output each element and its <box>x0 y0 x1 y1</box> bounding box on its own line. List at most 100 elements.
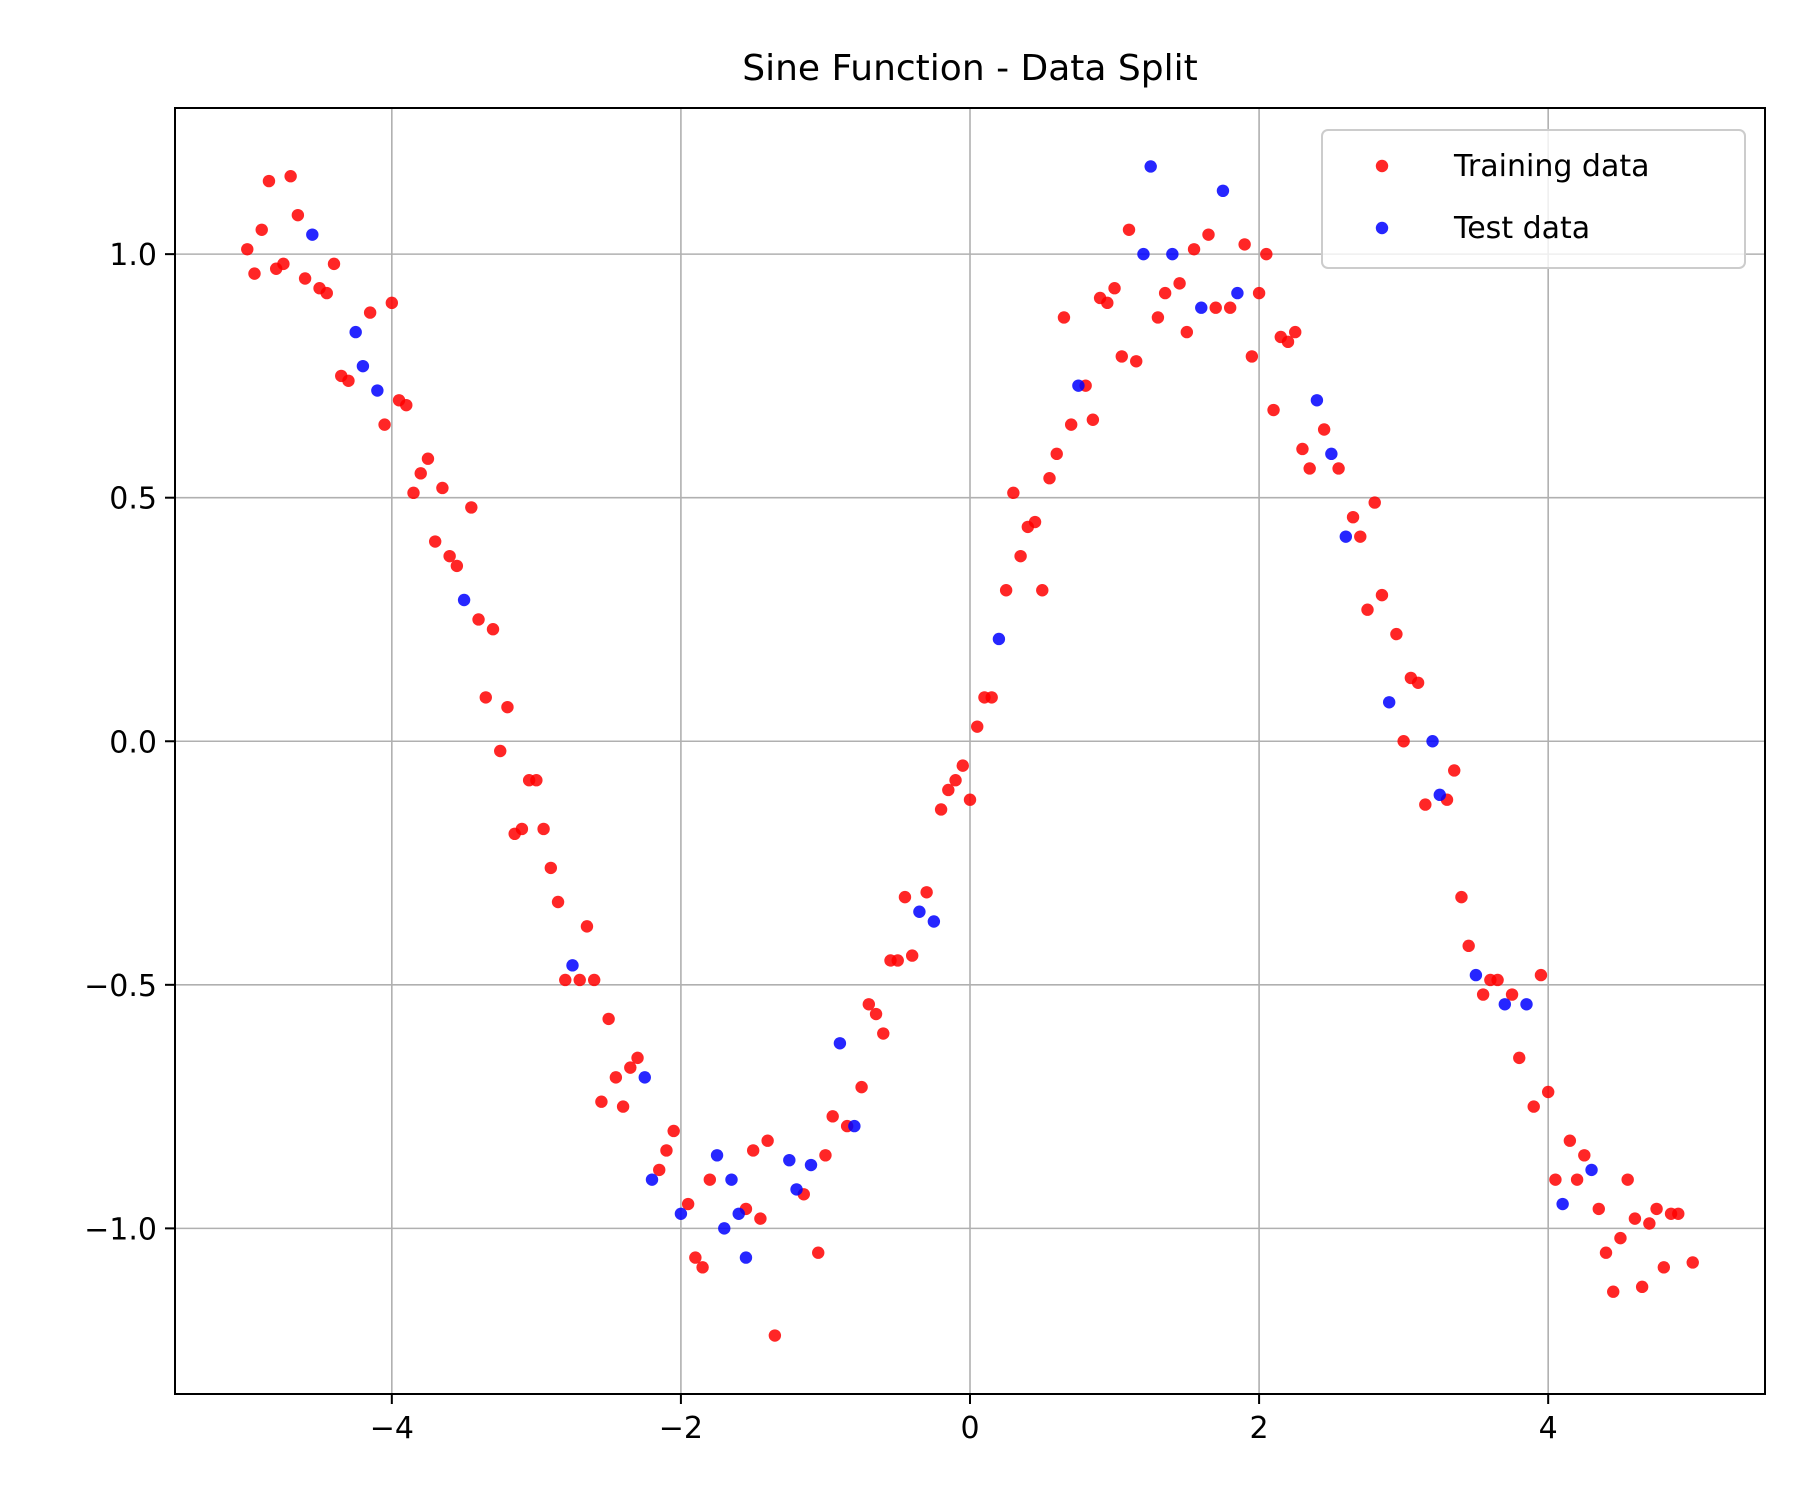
x-tick-label: 4 <box>1539 1411 1558 1446</box>
training-data-point <box>949 774 962 787</box>
y-tick-label: −1.0 <box>84 1212 157 1247</box>
training-data-point <box>1036 584 1049 597</box>
training-data-point <box>443 549 456 563</box>
training-data-point <box>1260 247 1273 261</box>
training-data-point <box>472 613 485 626</box>
training-data-point <box>985 691 998 704</box>
test-data-point <box>1339 530 1353 543</box>
chart-title: Sine Function - Data Split <box>742 48 1197 89</box>
training-data-point <box>746 1144 760 1157</box>
test-data-point <box>1556 1197 1569 1211</box>
training-data-point <box>1397 735 1410 748</box>
training-data-point <box>1505 988 1519 1001</box>
training-data-point <box>342 374 355 387</box>
training-data-point <box>812 1246 825 1259</box>
legend-label: Test data <box>1453 211 1590 246</box>
training-data-point <box>971 720 984 733</box>
training-data-point <box>1614 1231 1627 1245</box>
test-data-point <box>371 384 384 397</box>
training-data-point <box>609 1071 623 1084</box>
training-data-point <box>1346 510 1360 524</box>
test-data-point <box>804 1158 818 1172</box>
test-data-point <box>349 325 362 339</box>
y-tick-label: 1.0 <box>109 238 157 273</box>
training-data-point <box>501 700 514 714</box>
training-data-point <box>1672 1207 1685 1220</box>
training-data-point <box>1151 311 1165 324</box>
test-data-point <box>1195 301 1208 314</box>
training-data-point <box>1303 462 1316 475</box>
training-data-point <box>1578 1149 1591 1162</box>
training-data-point <box>877 1027 890 1040</box>
training-data-point <box>1101 296 1114 310</box>
training-data-point <box>1599 1246 1613 1259</box>
training-data-point <box>999 584 1013 597</box>
training-data-point <box>1570 1173 1584 1186</box>
training-data-point <box>956 759 969 772</box>
training-data-point <box>905 949 919 962</box>
training-data-point <box>1086 413 1100 426</box>
training-data-point <box>277 257 290 271</box>
training-data-point <box>869 1007 883 1021</box>
training-data-point <box>537 822 550 836</box>
test-data-point <box>674 1207 688 1220</box>
training-data-point <box>284 169 297 183</box>
training-data-point <box>1202 228 1215 241</box>
x-tick-label: −4 <box>370 1411 414 1446</box>
test-data-point <box>1072 379 1085 392</box>
training-data-point <box>248 267 261 280</box>
training-data-point <box>1014 549 1027 563</box>
y-tick-label: 0.0 <box>109 725 157 760</box>
training-data-point <box>754 1212 767 1225</box>
training-data-point <box>667 1124 680 1138</box>
test-data-point <box>732 1207 745 1220</box>
training-data-point <box>262 174 276 188</box>
test-data-point <box>1469 968 1483 982</box>
test-data-point <box>927 915 941 928</box>
training-data-point <box>1607 1285 1620 1298</box>
training-data-point <box>768 1329 782 1342</box>
test-data-point <box>739 1251 753 1264</box>
training-data-point <box>1252 286 1266 300</box>
training-data-point <box>761 1134 774 1147</box>
training-data-point <box>1050 447 1063 461</box>
training-data-point <box>1064 418 1078 431</box>
training-data-point <box>450 559 464 573</box>
legend-marker <box>1375 221 1389 235</box>
training-data-point <box>1267 403 1280 417</box>
training-data-point <box>1643 1217 1656 1230</box>
training-data-point <box>407 486 420 500</box>
test-data-point <box>913 905 926 918</box>
test-data-point <box>1144 160 1157 173</box>
training-data-point <box>1476 988 1490 1001</box>
training-data-point <box>1635 1280 1649 1294</box>
training-data-point <box>689 1251 702 1264</box>
test-data-point <box>306 228 319 241</box>
test-data-point <box>1382 696 1396 709</box>
training-data-point <box>241 243 254 256</box>
training-data-point <box>1361 603 1374 616</box>
training-data-point <box>1462 939 1475 953</box>
training-data-point <box>1007 486 1020 500</box>
training-data-point <box>1657 1261 1671 1274</box>
training-data-point <box>573 973 586 987</box>
training-data-point <box>963 793 977 806</box>
training-data-point <box>696 1261 709 1274</box>
training-data-point <box>819 1149 832 1162</box>
training-data-point <box>465 501 478 514</box>
training-data-point <box>1187 243 1201 256</box>
training-data-point <box>1223 301 1237 314</box>
test-data-point <box>783 1153 796 1167</box>
training-data-point <box>1592 1202 1605 1216</box>
test-data-point <box>1520 998 1533 1011</box>
training-data-point <box>1108 282 1121 295</box>
training-data-point <box>421 452 435 465</box>
test-data-point <box>1310 394 1324 407</box>
training-data-point <box>616 1100 630 1113</box>
training-data-point <box>428 535 442 548</box>
training-data-point <box>255 223 268 236</box>
training-data-point <box>1455 890 1468 904</box>
test-data-point <box>645 1173 659 1186</box>
test-data-point <box>356 359 370 373</box>
training-data-point <box>855 1080 868 1094</box>
